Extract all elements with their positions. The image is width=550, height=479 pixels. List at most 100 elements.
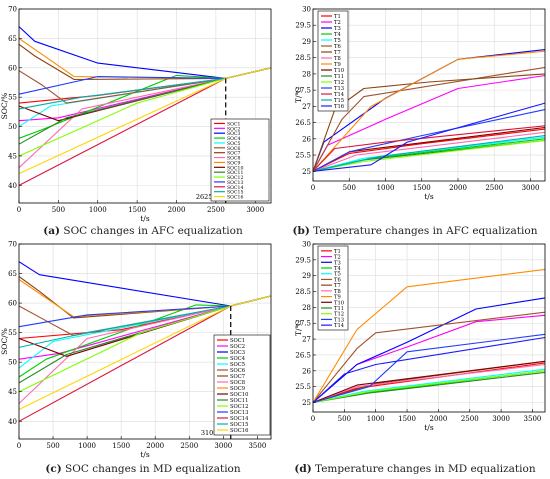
- series-line-t6: [312, 66, 546, 172]
- caption-a-letter: (a): [43, 225, 61, 237]
- x-tick-label: 1500: [128, 206, 146, 214]
- x-tick-label: 0: [17, 442, 21, 450]
- series-line-t3: [312, 297, 546, 403]
- legend-label: T10: [334, 68, 344, 74]
- x-tick-label: 3000: [214, 442, 232, 450]
- y-tick-label: 60: [8, 64, 17, 72]
- y-tick-label: 70: [8, 241, 17, 249]
- legend-label: T7: [334, 283, 341, 289]
- series-line-t13: [312, 333, 546, 404]
- legend-label: SOC16: [230, 428, 248, 434]
- legend: SOC1SOC2SOC3SOC4SOC5SOC6SOC7SOC8SOC9SOC1…: [213, 334, 271, 436]
- caption-d: (d) Temperature changes in MD equalizati…: [282, 463, 548, 475]
- x-tick-label: 500: [338, 415, 351, 423]
- caption-d-letter: (d): [294, 463, 312, 475]
- caption-d-text: Temperature changes in MD equalization: [315, 463, 536, 475]
- y-tick-label: 29.5: [295, 22, 311, 30]
- y-tick-label: 26: [302, 135, 311, 143]
- legend-label: SOC6: [227, 146, 240, 152]
- legend-label: T13: [334, 317, 344, 323]
- y-tick-label: 45: [8, 388, 17, 396]
- y-tick-label: 29: [302, 38, 311, 46]
- legend-label: SOC10: [230, 392, 248, 398]
- series-line-t12: [312, 370, 546, 404]
- legend-label: T3: [334, 26, 341, 32]
- y-tick-label: 55: [8, 329, 17, 337]
- legend-label: SOC4: [230, 356, 246, 362]
- x-axis-label: t/s: [140, 214, 150, 223]
- x-tick-label: 2000: [146, 442, 164, 450]
- legend-label: T7: [334, 50, 341, 56]
- y-tick-label: 40: [8, 182, 17, 190]
- chart-d: 0 500 1000 1500 2000 2500 3000 3500 25 25.5 26 26.5…: [294, 241, 546, 432]
- legend-label: T11: [334, 74, 344, 80]
- legend-label: T8: [334, 56, 341, 62]
- legend-label: SOC8: [227, 156, 240, 162]
- legend-label: T3: [334, 260, 341, 266]
- chart-c: 3108.86050010001500200025003000350040455…: [0, 241, 272, 459]
- legend-label: T12: [334, 312, 344, 318]
- y-tick-label: 30: [302, 241, 311, 249]
- y-tick-label: 27.5: [295, 87, 311, 95]
- caption-a: (a) SOC changes in AFC equalization: [12, 225, 274, 237]
- y-tick-label: 30: [302, 6, 311, 14]
- caption-b: (b) Temperature changes in AFC equalizat…: [282, 225, 548, 237]
- y-tick-label: 65: [8, 270, 17, 278]
- x-tick-label: 1500: [112, 442, 130, 450]
- x-tick-label: 500: [343, 184, 356, 192]
- y-tick-label: 27: [302, 336, 311, 344]
- y-tick-label: 29.5: [295, 256, 311, 264]
- y-tick-label: 29: [302, 272, 311, 280]
- legend-label: SOC3: [227, 131, 240, 137]
- x-tick-label: 2500: [485, 184, 503, 192]
- legend-label: T12: [334, 80, 344, 86]
- y-tick-label: 60: [8, 300, 17, 308]
- x-tick-label: 2000: [429, 415, 447, 423]
- x-axis-label: t/s: [424, 423, 434, 432]
- legend-label: T9: [334, 295, 341, 301]
- y-tick-label: 26.5: [295, 119, 311, 127]
- y-tick-label: 50: [8, 123, 17, 131]
- y-tick-label: 55: [8, 94, 17, 102]
- x-tick-label: 1000: [78, 442, 96, 450]
- legend-label: SOC12: [230, 404, 248, 410]
- x-tick-label: 0: [311, 184, 315, 192]
- x-tick-label: 3000: [246, 206, 264, 214]
- x-tick-label: 0: [311, 415, 315, 423]
- caption-c-text: SOC changes in MD equalization: [65, 463, 241, 475]
- legend-label: SOC7: [227, 151, 240, 157]
- legend-label: T11: [334, 306, 344, 312]
- x-tick-label: 2500: [461, 415, 479, 423]
- y-tick-label: 26: [302, 367, 311, 375]
- legend-label: T1: [334, 14, 341, 20]
- y-tick-label: 45: [8, 152, 17, 160]
- legend-label: T6: [334, 277, 341, 283]
- legend-label: SOC1: [227, 121, 240, 127]
- chart-b: 0 500 1000 1500 2000 2500 3000 25 25.5 26 26.5 27 27…: [294, 6, 546, 201]
- x-tick-label: 1000: [89, 206, 107, 214]
- legend-label: T10: [334, 300, 344, 306]
- series-line-t9: [312, 50, 546, 172]
- x-tick-label: 3500: [248, 442, 266, 450]
- legend-label: T5: [334, 38, 341, 44]
- x-tick-label: 1000: [377, 184, 395, 192]
- x-tick-label: 2000: [449, 184, 467, 192]
- y-tick-label: 25.5: [295, 383, 311, 391]
- y-tick-label: 25: [302, 399, 311, 407]
- x-tick-label: 3500: [524, 415, 542, 423]
- legend-label: SOC14: [227, 185, 243, 191]
- legend-label: SOC12: [227, 175, 243, 181]
- plot-frame: [312, 8, 546, 182]
- legend-label: T2: [334, 255, 341, 261]
- legend-label: T14: [334, 92, 345, 98]
- legend-label: SOC11: [230, 398, 248, 404]
- series-line-t1: [312, 128, 546, 172]
- y-tick-label: 25: [302, 168, 311, 176]
- series-line-t6: [312, 311, 546, 403]
- legend-label: SOC2: [230, 344, 245, 350]
- x-tick-label: 2500: [180, 442, 198, 450]
- series-line-t10: [312, 360, 546, 404]
- y-tick-label: 28: [302, 70, 311, 78]
